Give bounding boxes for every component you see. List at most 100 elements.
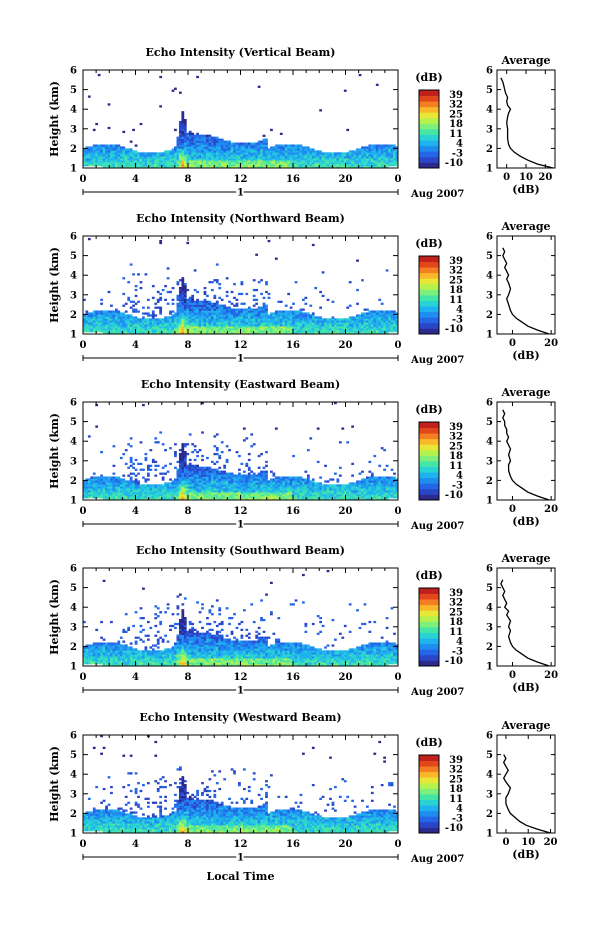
heatmap-cell (277, 322, 280, 324)
heatmap-cell (213, 307, 216, 309)
heatmap-cell (386, 154, 389, 156)
heatmap-cell (211, 156, 214, 158)
heatmap-cell (336, 158, 339, 160)
heatmap-cell (324, 152, 327, 154)
heatmap-cell (371, 320, 374, 322)
heatmap-cell (189, 303, 192, 305)
heatmap-cell (181, 488, 184, 490)
heatmap-cell (145, 457, 148, 459)
heatmap-cell (90, 324, 93, 326)
heatmap-cell (191, 162, 194, 164)
heatmap-cell (265, 488, 268, 490)
heatmap-cell (177, 492, 180, 494)
heatmap-cell (314, 490, 317, 492)
heatmap-cell (258, 467, 261, 469)
heatmap-cell (238, 144, 241, 146)
heatmap-cell (149, 158, 152, 160)
heatmap-cell (228, 154, 231, 156)
heatmap-cell (238, 158, 241, 160)
heatmap-cell (142, 156, 145, 158)
heatmap-cell (181, 162, 184, 164)
heatmap-cell (115, 324, 118, 326)
heatmap-cell (137, 326, 140, 328)
heatmap-cell (191, 471, 194, 473)
heatmap-cell (90, 146, 93, 148)
heatmap-cell (90, 314, 93, 316)
heatmap-cell (127, 164, 130, 166)
heatmap-cell (253, 480, 256, 482)
heatmap-cell (149, 465, 152, 467)
heatmap-cell (265, 143, 268, 145)
heatmap-cell (100, 154, 103, 156)
heatmap-cell (199, 320, 202, 322)
heatmap-cell (181, 478, 184, 480)
heatmap-cell (191, 484, 194, 486)
heatmap-cell (287, 293, 290, 295)
heatmap-cell (304, 158, 307, 160)
heatmap-cell (388, 158, 391, 160)
heatmap-cell (280, 162, 283, 164)
heatmap-cell (216, 322, 219, 324)
heatmap-cell (248, 494, 251, 496)
heatmap-cell (186, 476, 189, 478)
heatmap-cell (132, 490, 135, 492)
date-label: Aug 2007 (410, 189, 464, 200)
heatmap-cell (368, 330, 371, 332)
heatmap-cell (206, 156, 209, 158)
heatmap-cell (378, 326, 381, 328)
heatmap-cell (282, 324, 285, 326)
heatmap-cell (265, 281, 268, 283)
heatmap-cell (204, 150, 207, 152)
heatmap-cell (177, 281, 180, 283)
heatmap-cell (307, 482, 310, 484)
heatmap-cell (258, 322, 261, 324)
heatmap-cell (113, 152, 116, 154)
heatmap-cell (181, 324, 184, 326)
heatmap-cell (327, 299, 330, 301)
heatmap-cell (201, 301, 204, 303)
heatmap-cell (282, 480, 285, 482)
heatmap-cell (368, 144, 371, 146)
colorbar-segment (419, 90, 439, 96)
heatmap-cell (309, 154, 312, 156)
heatmap-cell (336, 152, 339, 154)
heatmap-cell (260, 324, 263, 326)
heatmap-cell (93, 478, 96, 480)
heatmap-cell (339, 496, 342, 498)
heatmap-cell (191, 475, 194, 477)
heatmap-cell (314, 164, 317, 166)
heatmap-cell (245, 324, 248, 326)
heatmap-cell (179, 457, 182, 459)
heatmap-cell (393, 324, 396, 326)
heatmap-cell (344, 322, 347, 324)
heatmap-cell (103, 322, 106, 324)
heatmap-cell (285, 316, 288, 318)
heatmap-cell (245, 496, 248, 498)
heatmap-cell (263, 492, 266, 494)
heatmap-cell (152, 488, 155, 490)
heatmap-cell (216, 281, 219, 283)
y-axis-title: Height (km) (48, 247, 61, 323)
heatmap-cell (140, 281, 143, 283)
heatmap-cell (376, 330, 379, 332)
heatmap-cell (103, 488, 106, 490)
heatmap-cell (280, 486, 283, 488)
heatmap-cell (309, 494, 312, 496)
heatmap-cell (265, 480, 268, 482)
heatmap-cell (194, 494, 197, 496)
heatmap-cell (194, 449, 197, 451)
heatmap-cell (292, 322, 295, 324)
heatmap-cell (181, 164, 184, 166)
heatmap-cell (137, 320, 140, 322)
heatmap-cell (93, 150, 96, 152)
heatmap-cell (216, 318, 219, 320)
heatmap-cell (241, 320, 244, 322)
heatmap-cell (307, 316, 310, 318)
heatmap-cell (179, 287, 182, 289)
heatmap-cell (201, 478, 204, 480)
heatmap-cell (174, 451, 177, 453)
heatmap-cell (100, 328, 103, 330)
heatmap-cell (282, 330, 285, 332)
heatmap-cell (255, 158, 258, 160)
